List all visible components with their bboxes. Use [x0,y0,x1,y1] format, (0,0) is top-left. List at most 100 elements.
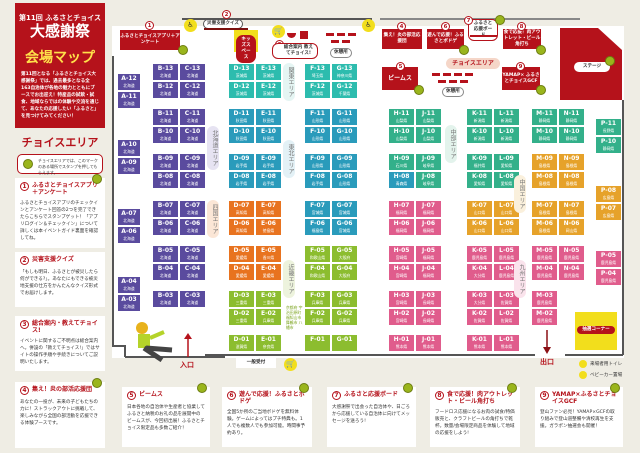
booth-b-12[interactable]: B-12 北海道 [152,81,179,99]
yamap-booth[interactable]: YAMAP× ふるさとチョイスGCF [502,67,540,90]
booth-k-02[interactable]: K-02 佐賀県 [466,308,493,326]
booth-d-07[interactable]: D-07 高知県 [228,200,255,218]
booth-g-04[interactable]: G-04 大阪府 [331,263,358,281]
booth-e-03[interactable]: E-03 三重県 [255,290,282,308]
booth-p-10[interactable]: P-10 静岡県 [595,136,622,154]
booth-l-01[interactable]: L-01 熊本県 [493,334,520,352]
booth-m-10[interactable]: M-10 静岡県 [531,126,558,144]
booth-c-05[interactable]: C-05 北海道 [179,245,206,263]
booth-g-10[interactable]: G-10 山形県 [331,126,358,144]
booth-p-04[interactable]: P-04 鹿児島県 [595,268,622,286]
booth-e-05[interactable]: E-05 香川県 [255,245,282,263]
booth-l-08[interactable]: L-08 愛知県 [493,171,520,189]
booth-k-04[interactable]: K-04 大分県 [466,263,493,281]
booth-h-01[interactable]: H-01 熊本県 [388,334,415,352]
booth-g-05[interactable]: G-05 大阪府 [331,245,358,263]
booth-a-09[interactable]: A-09 北海道 [117,157,141,175]
booth-g-08[interactable]: G-08 山形県 [331,171,358,189]
booth-k-10[interactable]: K-10 新潟県 [466,126,493,144]
booth-k-01[interactable]: K-01 熊本県 [466,334,493,352]
booth-e-08[interactable]: E-08 岩手県 [255,171,282,189]
booth-l-02[interactable]: L-02 佐賀県 [493,308,520,326]
booth-j-09[interactable]: J-09 岐阜県 [415,153,442,171]
booth-k-06[interactable]: K-06 山口県 [466,218,493,236]
booth-n-09[interactable]: N-09 島根県 [558,153,585,171]
booth-l-10[interactable]: L-10 新潟県 [493,126,520,144]
beams-booth[interactable]: ビームス [382,67,418,90]
booth-b-05[interactable]: B-05 北海道 [152,245,179,263]
booth-g-09[interactable]: G-09 山形県 [331,153,358,171]
bodoge-booth[interactable]: 遊んで応援！ふるさとボドゲ [427,29,464,49]
booth-f-03[interactable]: F-03 兵庫県 [304,290,331,308]
booth-d-09[interactable]: D-09 岩手県 [228,153,255,171]
booth-h-08[interactable]: H-08 青森県 [388,171,415,189]
booth-j-07[interactable]: J-07 福岡県 [415,200,442,218]
booth-b-13[interactable]: B-13 北海道 [152,63,179,81]
booth-n-11[interactable]: N-11 静岡県 [558,108,585,126]
booth-b-04[interactable]: B-04 北海道 [152,263,179,281]
booth-f-07[interactable]: F-07 宮城県 [304,200,331,218]
booth-c-03[interactable]: C-03 北海道 [179,290,206,308]
booth-a-07[interactable]: A-07 北海道 [117,208,141,226]
booth-c-04[interactable]: C-04 北海道 [179,263,206,281]
booth-h-02[interactable]: H-02 宮崎県 [388,308,415,326]
booth-h-09[interactable]: H-09 石川県 [388,153,415,171]
booth-j-01[interactable]: J-01 熊本県 [415,334,442,352]
booth-e-04[interactable]: E-04 愛媛県 [255,263,282,281]
booth-b-07[interactable]: B-07 北海道 [152,200,179,218]
booth-c-13[interactable]: C-13 北海道 [179,63,206,81]
booth-e-10[interactable]: E-10 秋田県 [255,126,282,144]
booth-n-05[interactable]: N-05 鹿児島県 [558,245,585,263]
booth-f-04[interactable]: F-04 和歌山県 [304,263,331,281]
booth-b-08[interactable]: B-08 北海道 [152,171,179,189]
booth-p-08[interactable]: P-08 広島県 [595,185,622,203]
booth-j-11[interactable]: J-11 山梨県 [415,108,442,126]
booth-c-12[interactable]: C-12 北海道 [179,81,206,99]
booth-n-10[interactable]: N-10 静岡県 [558,126,585,144]
booth-m-05[interactable]: M-05 鹿児島県 [531,245,558,263]
booth-e-02[interactable]: E-02 兵庫県 [255,308,282,326]
booth-j-03[interactable]: J-03 長崎県 [415,290,442,308]
booth-b-11[interactable]: B-11 北海道 [152,108,179,126]
booth-h-05[interactable]: H-05 宮崎県 [388,245,415,263]
booth-g-02[interactable]: G-02 兵庫県 [331,308,358,326]
booth-f-11[interactable]: F-11 山形県 [304,108,331,126]
booth-c-09[interactable]: C-09 北海道 [179,153,206,171]
booth-k-08[interactable]: K-08 愛知県 [466,171,493,189]
booth-c-10[interactable]: C-10 北海道 [179,126,206,144]
booth-p-11[interactable]: P-11 長野県 [595,118,622,136]
booth-l-09[interactable]: L-09 愛知県 [493,153,520,171]
booth-g-06[interactable]: G-06 宮城県 [331,218,358,236]
booth-b-03[interactable]: B-03 北海道 [152,290,179,308]
booth-n-06[interactable]: N-06 岡山県 [558,218,585,236]
booth-g-11[interactable]: G-11 山形県 [331,108,358,126]
booth-e-09[interactable]: E-09 岩手県 [255,153,282,171]
booth-h-06[interactable]: H-06 福岡県 [388,218,415,236]
booth-g-13[interactable]: G-13 神奈川県 [331,63,358,81]
reception-label[interactable]: 一般受付 [236,358,276,368]
booth-d-12[interactable]: D-12 茨城県 [228,81,255,99]
booth-j-06[interactable]: J-06 福岡県 [415,218,442,236]
booth-f-08[interactable]: F-08 岩手県 [304,171,331,189]
booth-l-05[interactable]: L-05 鹿児島県 [493,245,520,263]
booth-a-10[interactable]: A-10 北海道 [117,139,141,157]
food-booth[interactable]: 食で応援！肉アウトレット・ビール角打ち [503,29,541,49]
booth-k-05[interactable]: K-05 鹿児島県 [466,245,493,263]
booth-e-01[interactable]: E-01 奈良県 [255,334,282,352]
booth-p-05[interactable]: P-05 鹿児島県 [595,250,622,268]
booth-m-06[interactable]: M-06 島根県 [531,218,558,236]
booth-n-04[interactable]: N-04 鹿児島県 [558,263,585,281]
info-desk-label[interactable]: 総合案内 教えてチョイス! [272,43,318,59]
booth-f-06[interactable]: F-06 福島県 [304,218,331,236]
booth-m-04[interactable]: M-04 鹿児島県 [531,263,558,281]
booth-a-11[interactable]: A-11 北海道 [117,91,141,109]
booth-e-06[interactable]: E-06 徳島県 [255,218,282,236]
booth-l-06[interactable]: L-06 山口県 [493,218,520,236]
booth-m-09[interactable]: M-09 島根県 [531,153,558,171]
booth-f-05[interactable]: F-05 和歌山県 [304,245,331,263]
booth-f-09[interactable]: F-09 山形県 [304,153,331,171]
booth-g-01[interactable]: G-01 [331,334,358,352]
booth-l-04[interactable]: L-04 鹿児島県 [493,263,520,281]
booth-c-08[interactable]: C-08 北海道 [179,171,206,189]
booth-e-13[interactable]: E-13 茨城県 [255,63,282,81]
